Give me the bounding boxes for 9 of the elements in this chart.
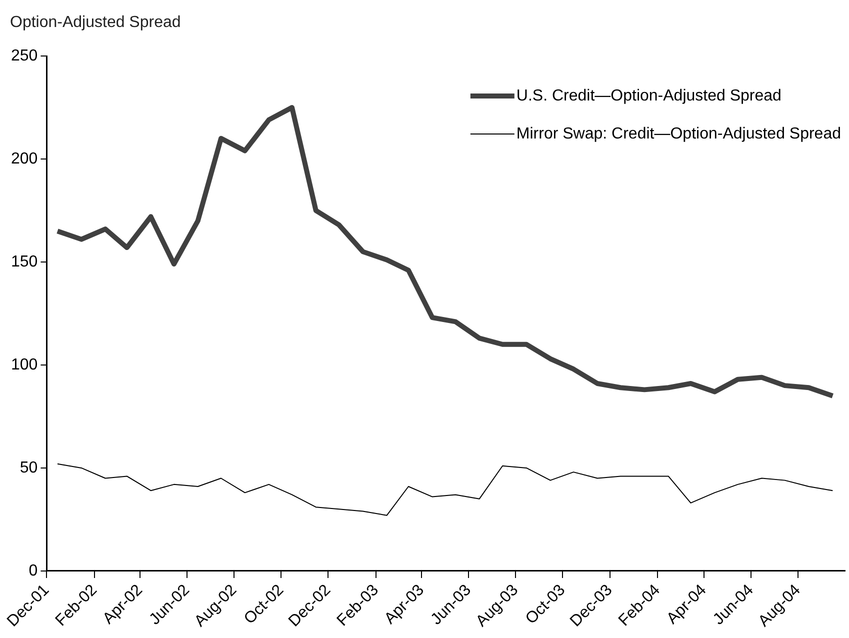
y-tick-label: 100 [10, 356, 38, 374]
y-tick-label: 0 [28, 562, 38, 580]
legend-label: U.S. Credit—Option-Adjusted Spread [516, 87, 782, 104]
y-tick-label: 50 [20, 459, 38, 476]
y-tick-label: 200 [10, 150, 38, 168]
y-tick-label: 150 [10, 253, 38, 270]
y-tick-label: 250 [10, 47, 38, 64]
legend-label: Mirror Swap: Credit—Option-Adjusted Spread [516, 125, 841, 142]
y-axis-title: Option-Adjusted Spread [10, 14, 181, 32]
